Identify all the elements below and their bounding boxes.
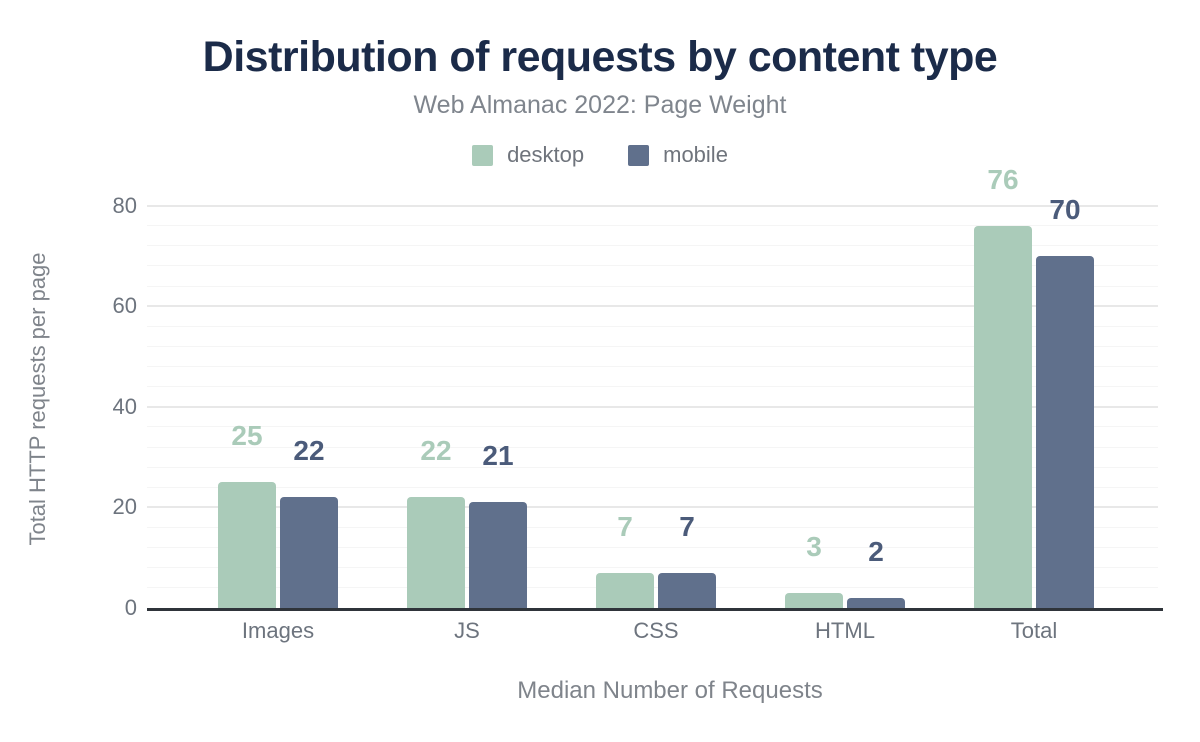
value-label-desktop-html: 3 <box>806 530 822 562</box>
gridline-minor <box>147 225 1158 227</box>
value-label-mobile-js: 21 <box>482 440 514 472</box>
y-tick-0: 0 <box>124 595 137 620</box>
gridline-minor <box>147 466 1158 468</box>
value-label-mobile-html: 2 <box>868 535 884 567</box>
value-label-desktop-images: 25 <box>231 420 263 452</box>
bar-desktop-html[interactable] <box>785 592 843 608</box>
bar-mobile-images[interactable] <box>280 497 338 608</box>
y-tick-20: 20 <box>112 494 137 520</box>
value-label-desktop-total: 76 <box>987 163 1019 195</box>
gridline-minor <box>147 527 1158 528</box>
gridline-minor <box>147 265 1158 267</box>
legend-label-mobile: mobile <box>663 142 728 167</box>
value-label-desktop-js: 22 <box>420 435 452 467</box>
chart-subtitle: Web Almanac 2022: Page Weight <box>413 91 787 119</box>
gridline-major <box>147 305 1158 308</box>
gridline-minor <box>147 547 1158 549</box>
gridline-minor <box>147 325 1158 327</box>
bar-desktop-total[interactable] <box>974 225 1032 608</box>
gridline-minor <box>147 245 1158 247</box>
bar-desktop-js[interactable] <box>407 497 465 608</box>
gridline-minor <box>147 345 1158 347</box>
bar-desktop-css[interactable] <box>596 572 654 608</box>
x-axis-title: Median Number of Requests <box>517 677 823 704</box>
legend-item-desktop[interactable]: desktop <box>472 142 584 168</box>
bar-desktop-images[interactable] <box>218 482 276 608</box>
x-label-total: Total <box>1010 618 1058 643</box>
y-tick-80: 80 <box>112 192 137 218</box>
x-label-images: Images <box>241 618 315 643</box>
bar-mobile-js[interactable] <box>469 502 527 608</box>
value-label-desktop-css: 7 <box>617 510 633 542</box>
chart-title: Distribution of requests by content type <box>202 33 998 81</box>
x-label-css: CSS <box>633 618 679 643</box>
gridline-minor <box>147 386 1158 388</box>
gridline-minor <box>147 567 1158 569</box>
gridline-minor <box>147 426 1158 428</box>
legend: desktop mobile <box>0 142 1200 168</box>
gridline-major <box>147 405 1158 408</box>
x-label-html: HTML <box>815 618 875 643</box>
gridline-major <box>147 506 1158 509</box>
bar-mobile-html[interactable] <box>847 597 905 608</box>
legend-item-mobile[interactable]: mobile <box>628 142 728 168</box>
y-axis-title: Total HTTP requests per page <box>25 252 50 546</box>
gridline-minor <box>147 446 1158 448</box>
desktop-swatch-icon <box>472 144 494 166</box>
x-label-js: JS <box>454 618 480 643</box>
bar-mobile-total[interactable] <box>1036 255 1094 608</box>
gridline-minor <box>147 366 1158 367</box>
mobile-swatch-icon <box>628 144 650 166</box>
gridline-major <box>147 204 1158 207</box>
y-tick-40: 40 <box>112 393 137 419</box>
gridline-minor <box>147 285 1158 287</box>
legend-label-desktop: desktop <box>507 142 585 167</box>
value-label-mobile-css: 7 <box>679 510 695 542</box>
plot-area: 25 22 22 21 7 7 3 2 76 70 <box>147 165 1163 611</box>
x-axis-line <box>147 608 1163 611</box>
value-label-mobile-total: 70 <box>1049 193 1081 225</box>
bar-mobile-css[interactable] <box>658 572 716 608</box>
value-label-mobile-images: 22 <box>293 435 325 467</box>
gridline-minor <box>147 486 1158 488</box>
y-tick-60: 60 <box>112 293 137 319</box>
